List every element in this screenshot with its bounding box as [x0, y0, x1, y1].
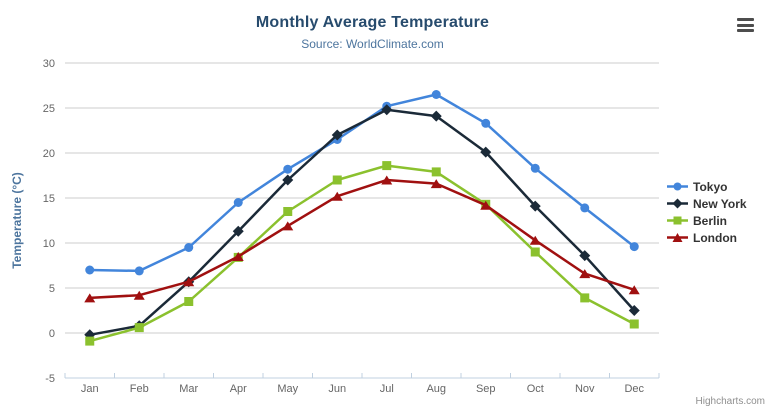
legend-symbol-square-icon: [667, 216, 688, 225]
data-point-berlin[interactable]: [580, 293, 590, 303]
data-point-new-york[interactable]: [480, 146, 492, 158]
legend-label: New York: [693, 196, 747, 211]
data-point-london[interactable]: [628, 285, 640, 295]
data-point-london[interactable]: [183, 277, 195, 287]
data-point-new-york[interactable]: [282, 174, 294, 186]
legend: Tokyo New York Berlin London: [667, 178, 747, 246]
data-point-london[interactable]: [282, 221, 294, 231]
data-point-london[interactable]: [331, 191, 343, 201]
y-axis-tick-label: -5: [45, 373, 55, 385]
legend-item-tokyo[interactable]: Tokyo: [667, 178, 747, 195]
y-axis-title: Temperature (°C): [10, 172, 24, 269]
data-point-new-york[interactable]: [430, 110, 442, 122]
data-point-london[interactable]: [579, 269, 591, 279]
data-point-berlin[interactable]: [431, 167, 441, 177]
hamburger-menu-icon: [737, 23, 754, 27]
x-axis-tick-label: Sep: [476, 383, 496, 395]
series-new-york[interactable]: [84, 104, 640, 341]
data-point-london[interactable]: [529, 235, 541, 245]
x-axis-tick-label: Jan: [81, 383, 99, 395]
y-axis-tick-label: 20: [43, 148, 55, 160]
data-point-berlin[interactable]: [184, 297, 194, 306]
x-axis-tick-label: Mar: [179, 383, 198, 395]
legend-symbol-triangle-icon: [667, 233, 688, 242]
data-point-tokyo[interactable]: [481, 118, 491, 128]
data-point-tokyo[interactable]: [580, 203, 590, 213]
series-tokyo[interactable]: [85, 90, 639, 276]
legend-label: Berlin: [693, 213, 728, 228]
data-point-new-york[interactable]: [529, 200, 541, 212]
chart-title: Monthly Average Temperature: [255, 14, 490, 31]
chart-subtitle: Source: WorldClimate.com: [301, 37, 444, 51]
data-point-berlin[interactable]: [283, 207, 293, 216]
data-point-london[interactable]: [381, 175, 393, 185]
legend-symbol-circle-icon: [667, 182, 688, 191]
series-line-berlin: [88, 164, 636, 343]
legend-item-new-york[interactable]: New York: [667, 195, 747, 212]
y-axis-tick-label: 0: [49, 328, 55, 340]
x-axis-tick-label: Dec: [624, 383, 644, 395]
data-point-new-york[interactable]: [579, 250, 591, 262]
data-point-new-york[interactable]: [232, 225, 244, 237]
x-axis-tick-label: Apr: [230, 383, 247, 395]
data-point-london[interactable]: [133, 290, 145, 300]
data-point-tokyo[interactable]: [134, 266, 144, 276]
legend-item-berlin[interactable]: Berlin: [667, 212, 747, 229]
data-point-new-york[interactable]: [331, 129, 343, 141]
x-axis-tick-label: Jun: [328, 383, 346, 395]
series-london[interactable]: [84, 175, 640, 303]
data-point-berlin[interactable]: [134, 323, 144, 333]
data-point-tokyo[interactable]: [629, 242, 639, 252]
hamburger-menu-icon: [737, 18, 754, 21]
data-point-new-york[interactable]: [628, 305, 640, 316]
x-axis-tick-label: May: [277, 383, 298, 395]
x-axis-tick-label: Jul: [380, 383, 394, 395]
legend-item-london[interactable]: London: [667, 229, 747, 246]
data-point-tokyo[interactable]: [530, 163, 540, 173]
legend-symbol-diamond-icon: [667, 198, 688, 209]
series-line-london: [88, 178, 636, 300]
y-axis-tick-label: 15: [43, 193, 55, 205]
x-axis-tick-label: Aug: [426, 383, 446, 395]
export-menu-button[interactable]: [737, 18, 756, 32]
data-point-london[interactable]: [84, 293, 96, 303]
data-point-london[interactable]: [232, 252, 244, 261]
credits-link[interactable]: Highcharts.com: [695, 396, 765, 407]
legend-label: Tokyo: [693, 179, 728, 194]
data-point-tokyo[interactable]: [85, 265, 95, 275]
data-point-berlin[interactable]: [382, 161, 392, 171]
data-point-tokyo[interactable]: [283, 164, 293, 174]
legend-label: London: [693, 230, 737, 245]
y-axis-tick-label: 5: [49, 283, 55, 295]
y-axis-tick-label: 10: [43, 238, 55, 250]
data-point-tokyo[interactable]: [431, 90, 441, 99]
data-point-new-york[interactable]: [381, 104, 393, 116]
data-point-london[interactable]: [430, 179, 442, 189]
data-point-berlin[interactable]: [530, 247, 540, 257]
data-point-berlin[interactable]: [629, 319, 639, 329]
y-axis-tick-label: 30: [43, 58, 55, 70]
data-point-berlin[interactable]: [332, 175, 342, 185]
series-line-tokyo: [88, 93, 636, 273]
x-axis-tick-label: Oct: [527, 383, 544, 395]
x-axis-tick-label: Nov: [575, 383, 595, 395]
data-point-london[interactable]: [480, 200, 492, 210]
hamburger-menu-icon: [737, 29, 754, 32]
x-axis-tick-label: Feb: [130, 383, 149, 395]
data-point-tokyo[interactable]: [184, 243, 194, 252]
series-line-new-york: [88, 108, 636, 337]
y-axis-tick-label: 25: [43, 103, 55, 115]
data-point-tokyo[interactable]: [233, 198, 243, 207]
data-point-berlin[interactable]: [85, 336, 95, 346]
